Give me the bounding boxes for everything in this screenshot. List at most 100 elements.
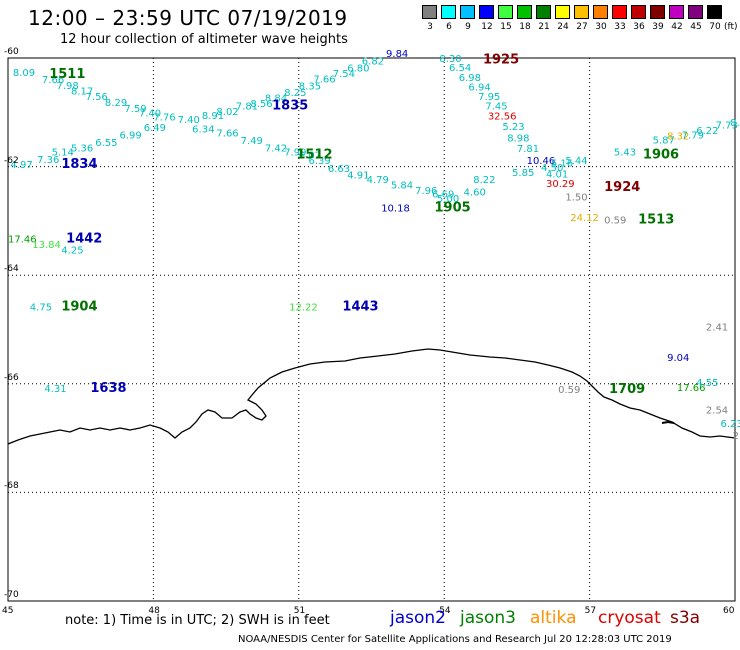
wave-height-value: 5.14 [52, 148, 74, 159]
satellite-cryosat: cryosat [598, 608, 661, 628]
map-frame [7, 57, 736, 602]
wave-height-value: 9.04 [667, 353, 689, 364]
scale-swatch [555, 5, 570, 19]
scale-swatch [498, 5, 513, 19]
wave-height-value: 4.31 [44, 384, 66, 395]
lon-tick-label: 54 [439, 606, 451, 616]
credit-line: NOAA/NESDIS Center for Satellite Applica… [238, 634, 672, 645]
satellite-jason2: jason2 [390, 608, 446, 628]
wave-height-value: 7.42 [265, 143, 287, 154]
wave-height-value: 7.49 [241, 136, 263, 147]
scale-label: 42 [671, 22, 683, 32]
wave-height-value: 4.50 [541, 163, 563, 174]
island [661, 420, 675, 424]
wave-height-value: 6.69 [432, 190, 454, 201]
wave-height-value: 7.56 [86, 92, 108, 103]
map-grid [7, 57, 736, 602]
wave-height-value: 4.55 [696, 378, 718, 389]
lat-tick-label: -62 [4, 155, 19, 166]
wave-height-value: 7.54 [333, 69, 355, 80]
satellite-jason3: jason3 [460, 608, 516, 628]
wave-height-value: 6.22 [696, 126, 718, 137]
wave-height-value: 7.99 [284, 148, 306, 159]
wave-height-value: 7.40 [178, 115, 200, 126]
wave-height-value: 4.75 [30, 302, 52, 313]
wave-height-value: 8.7 [730, 118, 740, 129]
pass-time-label: 1904 [61, 299, 97, 314]
wave-height-value: 6.39 [308, 156, 330, 167]
chart-subtitle: 12 hour collection of altimeter wave hei… [60, 32, 348, 47]
scale-label: 15 [500, 22, 512, 32]
pass-time-label: 1925 [483, 52, 519, 67]
scale-label: 9 [465, 22, 471, 32]
wave-height-value: 17.66 [677, 383, 706, 394]
wave-height-value: 8.09 [13, 68, 35, 79]
wave-height-value: 7.66 [42, 75, 64, 86]
wave-height-value: 4.91 [347, 171, 369, 182]
wave-height-value: 24.12 [570, 213, 599, 224]
pass-time-label: 1443 [342, 299, 378, 314]
wave-height-value: 4.01 [546, 169, 568, 180]
wave-height-value: 9.84 [386, 49, 408, 60]
wave-height-value: 7.45 [485, 102, 507, 113]
pass-time-label: 1906 [643, 147, 679, 162]
scale-swatch [612, 5, 627, 19]
wave-height-value: 5.36 [71, 143, 93, 154]
lat-tick-label: -66 [4, 372, 19, 383]
wave-height-value: 8.22 [473, 175, 495, 186]
footnote: note: 1) Time is in UTC; 2) SWH is in fe… [65, 613, 330, 628]
wave-height-value: 0.59 [558, 385, 580, 396]
scale-swatch [631, 5, 646, 19]
wave-height-value: 8.25 [284, 88, 306, 99]
pass-time-label: 1924 [604, 180, 640, 195]
scale-label: 45 [690, 22, 702, 32]
wave-height-value: 8.35 [299, 81, 321, 92]
wave-height-value: 17.46 [8, 235, 37, 246]
wave-height-value: 0.59 [604, 216, 626, 227]
scale-label: 27 [576, 22, 588, 32]
pass-time-labels: 1511 1835 1925 1834 1512 1906 1905 1924 1442 1513… [49, 52, 679, 397]
wave-height-value: 12.22 [289, 302, 318, 313]
wave-height-value: 8.32 [667, 131, 689, 142]
pass-time-label: 1835 [272, 99, 308, 114]
wave-height-value: 7.81 [236, 102, 258, 113]
scale-swatch [479, 5, 494, 19]
satellite-altika: altika [530, 608, 577, 628]
wave-height-value: 8.98 [507, 134, 529, 145]
lat-tick-label: -60 [4, 47, 19, 57]
pass-time-label: 1905 [435, 201, 471, 216]
wave-height-value: 7.95 [478, 92, 500, 103]
scale-label: 18 [519, 22, 531, 32]
wave-height-value: 6.23 [720, 419, 740, 430]
lon-tick-label: 60 [723, 606, 735, 616]
wave-height-value: 7.40 [139, 109, 161, 120]
wave-height-value: 2.41 [706, 323, 728, 334]
wave-height-value: 30.29 [546, 179, 575, 190]
lat-tick-label: -64 [4, 264, 19, 275]
wave-height-value: 7.66 [216, 129, 238, 140]
wave-height-value: 5.44 [565, 156, 587, 167]
wave-height-value: 7.81 [517, 144, 539, 155]
wave-height-value: 2.54 [706, 406, 728, 417]
wave-height-value: 6.34 [192, 124, 214, 135]
pass-time-label: 1512 [296, 147, 332, 162]
scale-label: 70 [709, 22, 721, 32]
wave-height-value: 5.85 [512, 168, 534, 179]
scale-label: 33 [614, 22, 626, 32]
wave-height-value: 7.66 [313, 74, 335, 85]
wave-height-value: 4.97 [10, 160, 32, 171]
wave-height-value: 8.17 [71, 86, 93, 97]
pass-time-label: 1511 [49, 67, 85, 82]
coastline [7, 348, 736, 445]
pass-time-label: 1834 [61, 157, 97, 172]
wave-height-value: 7.36 [37, 155, 59, 166]
scale-swatch [574, 5, 589, 19]
wave-height-value: 8.91 [202, 111, 224, 122]
scale-unit: (ft) [724, 22, 738, 32]
wave-height-value: 4.60 [464, 187, 486, 198]
scale-swatch [593, 5, 608, 19]
wave-height-value: 6.80 [347, 64, 369, 75]
scale-label: 6 [446, 22, 452, 32]
scale-swatch [517, 5, 532, 19]
